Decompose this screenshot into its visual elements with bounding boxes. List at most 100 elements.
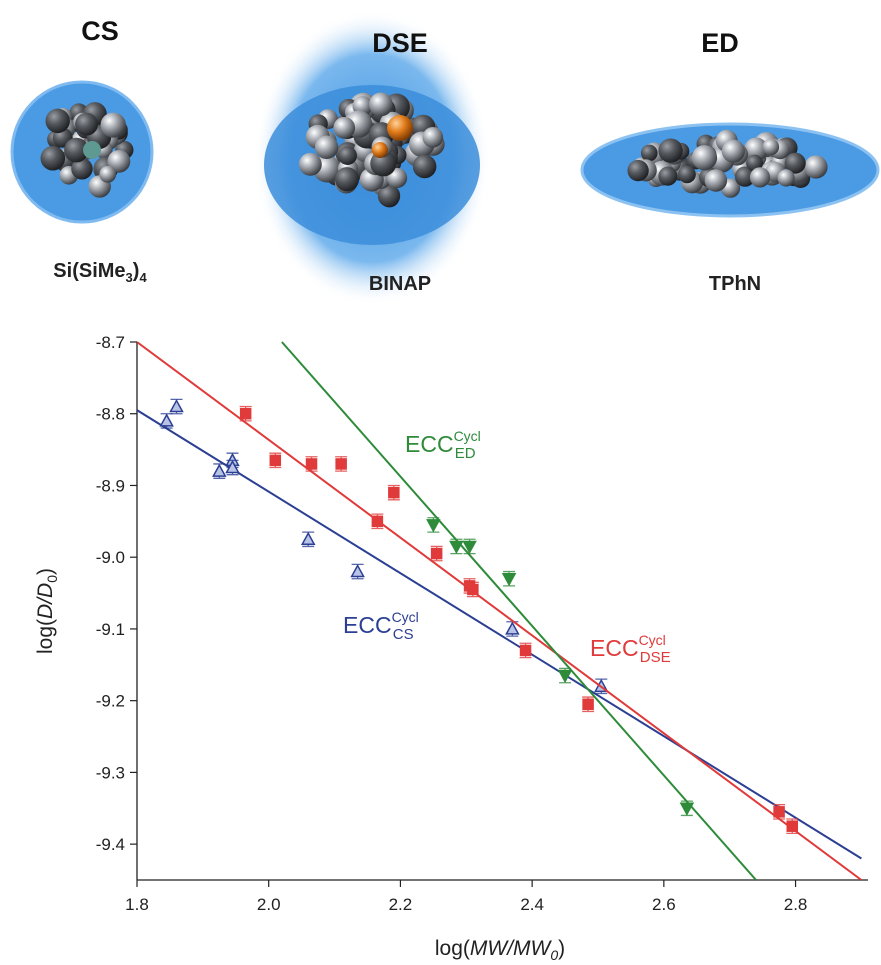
data-point: [449, 540, 464, 555]
data-point: [501, 572, 517, 587]
label-part: CS: [393, 626, 414, 643]
molecule-title: ED: [701, 28, 739, 58]
molecule-name: TPhN: [709, 273, 761, 295]
molecule-title: CS: [81, 16, 119, 46]
label-part: Cycl: [454, 428, 481, 444]
atom: [107, 149, 131, 173]
atom: [83, 141, 101, 159]
data-point: [679, 802, 695, 816]
atom: [749, 167, 771, 188]
atom: [762, 138, 780, 156]
fit-line: [281, 341, 757, 880]
atom: [658, 166, 678, 186]
atom: [372, 142, 388, 158]
label-part: ED: [455, 445, 476, 462]
y-tick-label: -8.8: [96, 405, 125, 424]
data-point: [169, 398, 184, 413]
label-part: MW/MW: [470, 937, 553, 960]
atom: [387, 115, 413, 141]
data-point: [159, 413, 174, 427]
atom: [334, 167, 360, 192]
data-point: [388, 486, 400, 499]
data-point: [269, 454, 282, 467]
atom: [777, 169, 795, 187]
atom: [333, 116, 356, 139]
plot: -8.7 -8.8 -8.9 -9.0 -9.1 -9.2 -9.3 -9.4 1.8 2.0 2.…: [96, 333, 868, 914]
name-part: 3: [126, 270, 133, 285]
x-tick-label: 2.0: [257, 895, 281, 914]
data-point: [519, 644, 532, 657]
atom: [691, 145, 718, 171]
y-tick-label: -8.9: [96, 476, 125, 495]
atom: [368, 92, 393, 117]
data-point: [773, 806, 785, 818]
y-tick-label: -8.7: [96, 333, 125, 352]
data-point: [467, 583, 479, 596]
atom: [721, 139, 745, 163]
data-point: [335, 458, 347, 470]
label-part: ): [558, 937, 565, 960]
label-part: ECC: [343, 612, 392, 638]
label-part: ECC: [590, 635, 639, 661]
label-part: 0: [550, 947, 558, 963]
x-tick-label: 1.8: [125, 895, 149, 914]
atom: [640, 144, 658, 162]
molecule-title: DSE: [372, 28, 428, 58]
atom: [422, 127, 444, 148]
data-point: [239, 407, 252, 420]
y-tick-label: -9.2: [96, 692, 125, 711]
x-axis-label: log(MW/MW0): [435, 937, 565, 963]
atom: [734, 166, 756, 187]
x-tick-label: 2.2: [389, 895, 413, 914]
atom: [746, 154, 763, 172]
data-point: [350, 563, 365, 578]
atom: [784, 152, 806, 174]
series-label: ECCCycl ED: [405, 428, 481, 462]
label-part: Cycl: [392, 609, 419, 625]
data-point: [462, 540, 477, 555]
label-part: DSE: [640, 649, 671, 666]
name-part: ): [133, 260, 140, 282]
y-tick-label: -9.0: [96, 548, 125, 567]
atom: [678, 165, 696, 184]
atom: [704, 169, 728, 192]
atom: [298, 152, 322, 176]
atom: [40, 145, 66, 171]
name-part: 4: [139, 270, 147, 285]
label-part: ): [34, 568, 57, 575]
data-point: [426, 519, 441, 533]
label-part: ECC: [405, 431, 454, 457]
atom: [338, 146, 357, 166]
series-label: ECCCycl CS: [343, 609, 419, 643]
atom: [100, 112, 126, 138]
data-point: [212, 463, 227, 477]
data-point: [371, 515, 384, 528]
atom: [71, 158, 93, 180]
atom: [627, 159, 649, 182]
y-tick-label: -9.4: [96, 835, 125, 854]
molecule-name: Si(SiMe3)4: [53, 260, 147, 285]
atom: [99, 165, 117, 183]
molecule-name: BINAP: [369, 273, 431, 295]
y-tick-label: -9.1: [96, 620, 125, 639]
atom: [658, 138, 683, 163]
label-part: Cycl: [639, 632, 666, 648]
molecule-panel: CS DSE ED Si(SiMe3)4 BINAP TPhN: [10, 10, 880, 306]
atom: [314, 135, 339, 159]
series-label: ECCCycl DSE: [590, 632, 671, 666]
label-part: D/D: [34, 583, 57, 619]
atom: [412, 154, 437, 179]
x-tick-label: 2.6: [652, 895, 676, 914]
atom: [804, 155, 828, 179]
data-point: [225, 459, 240, 474]
data-point: [430, 547, 443, 560]
atom: [744, 137, 769, 162]
atom: [377, 184, 401, 207]
x-tick-label: 2.4: [520, 895, 544, 914]
data-point: [300, 531, 316, 546]
name-part: Si(SiMe: [53, 260, 125, 282]
data-point: [505, 621, 520, 635]
data-point: [582, 698, 594, 711]
label-part: log(: [34, 619, 57, 654]
